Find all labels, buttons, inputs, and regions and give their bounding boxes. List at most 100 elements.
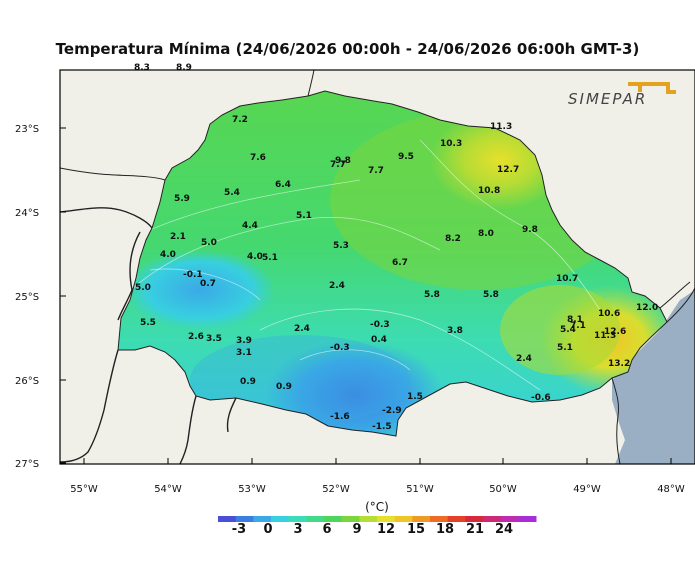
logo-text: SIMEPAR <box>568 90 647 108</box>
station-value: -1.5 <box>372 422 392 432</box>
station-value: -0.6 <box>531 393 551 403</box>
station-value: 9.8 <box>522 225 538 235</box>
colorbar-segment <box>394 516 413 522</box>
station-labels: 8.3 8.9 7.2 9.8 7.7 7.6 7.7 9.5 10.3 11.… <box>134 63 658 432</box>
colorbar-segment <box>324 516 343 522</box>
station-value: 5.8 <box>483 290 499 300</box>
station-value: 2.1 <box>170 232 186 242</box>
station-value: 9.8 <box>335 156 351 166</box>
colorbar-label: 18 <box>436 522 454 537</box>
latitude-axis: 23°S 24°S 25°S 26°S 27°S <box>15 124 66 470</box>
station-value: 5.9 <box>174 194 190 204</box>
colorbar-label: 24 <box>495 522 513 537</box>
colorbar-segment <box>288 516 307 522</box>
station-value: 3.9 <box>236 336 252 346</box>
country-borders <box>60 207 237 464</box>
colorbar-segment <box>271 516 290 522</box>
lon-tick-label: 53°W <box>238 484 266 495</box>
station-value: 5.3 <box>333 241 349 251</box>
station-value: 8.2 <box>445 234 461 244</box>
station-value: -0.1 <box>183 270 203 280</box>
lon-tick-label: 55°W <box>70 484 98 495</box>
colorbar-label: 9 <box>352 522 361 537</box>
lat-tick-label: 26°S <box>15 376 39 387</box>
colorbar-segment <box>430 516 449 522</box>
station-value: 5.5 <box>140 318 156 328</box>
state-border <box>117 90 668 437</box>
station-value: 7.2 <box>232 115 248 125</box>
lat-tick-label: 25°S <box>15 292 39 303</box>
lat-tick-label: 27°S <box>15 459 39 470</box>
station-value: -1.6 <box>330 412 350 422</box>
colorbar-label: 3 <box>293 522 302 537</box>
station-value: 2.4 <box>294 324 310 334</box>
station-value: 4.0 <box>247 252 263 262</box>
colorbar-label: 6 <box>322 522 331 537</box>
colorbar-label: -3 <box>232 522 246 537</box>
station-value: 5.1 <box>557 343 573 353</box>
station-value: 2.4 <box>516 354 532 364</box>
station-value: 8.1 <box>567 315 583 325</box>
colorbar-segment <box>341 516 360 522</box>
lon-tick-label: 51°W <box>406 484 434 495</box>
station-value: 7.7 <box>330 160 346 170</box>
station-value: -0.3 <box>370 320 390 330</box>
station-value: 5.1 <box>262 253 278 263</box>
colorbar-label: 15 <box>407 522 425 537</box>
station-value: 9.5 <box>398 152 414 162</box>
colorbar-segment <box>306 516 325 522</box>
station-value: 7.6 <box>250 153 266 163</box>
station-value: 12.6 <box>604 327 626 337</box>
station-value: 0.9 <box>240 377 256 387</box>
colorbar-segment <box>218 516 237 522</box>
station-value: 10.6 <box>598 309 620 319</box>
station-value: -0.3 <box>330 343 350 353</box>
lon-tick-label: 52°W <box>322 484 350 495</box>
colorbar-label: 0 <box>263 522 272 537</box>
station-value: 5.4 <box>224 188 240 198</box>
station-value: 2.6 <box>188 332 204 342</box>
longitude-axis: 55°W 54°W 53°W 52°W 51°W 50°W 49°W 48°W <box>70 458 685 495</box>
station-value: 0.4 <box>371 335 387 345</box>
station-value: 5.0 <box>135 283 151 293</box>
neighbour-state-borders <box>60 70 695 464</box>
station-value: 5.4 <box>560 325 576 335</box>
lon-tick-label: 49°W <box>573 484 601 495</box>
unit-label: (°C) <box>365 500 389 514</box>
station-value: 0.7 <box>200 279 216 289</box>
station-value: 8.0 <box>478 229 494 239</box>
colorbar-segment <box>412 516 431 522</box>
station-value: 5.8 <box>424 290 440 300</box>
colorbar-segment <box>465 516 484 522</box>
lon-tick-label: 50°W <box>489 484 517 495</box>
colorbar-segment <box>253 516 272 522</box>
station-value: 3.5 <box>206 334 222 344</box>
station-value: 5.1 <box>296 211 312 221</box>
simepar-logo: SIMEPAR <box>568 82 676 108</box>
station-value: 5.0 <box>201 238 217 248</box>
station-value: 6.4 <box>275 180 291 190</box>
station-value: 0.9 <box>276 382 292 392</box>
station-value: 12.7 <box>497 165 519 175</box>
station-value: 1.5 <box>407 392 423 402</box>
colorbar <box>218 516 537 522</box>
station-value: 8.9 <box>176 63 192 73</box>
station-value: 4.0 <box>160 250 176 260</box>
station-value: 11.3 <box>594 331 616 341</box>
station-value: 10.8 <box>478 186 500 196</box>
station-value: 3.1 <box>236 348 252 358</box>
ocean <box>612 290 695 464</box>
map-area <box>60 70 695 464</box>
station-value: 2.4 <box>329 281 345 291</box>
colorbar-segment <box>359 516 378 522</box>
station-value: 3.8 <box>447 326 463 336</box>
map-title: Temperatura Mínima (24/06/2026 00:00h - … <box>55 40 640 58</box>
station-value: 6.7 <box>392 258 408 268</box>
colorbar-segment <box>483 516 502 522</box>
colorbar-label: 21 <box>466 522 484 537</box>
lon-tick-label: 48°W <box>657 484 685 495</box>
station-value: 12.0 <box>636 303 658 313</box>
station-value: 13.2 <box>608 359 630 369</box>
station-value: 8.3 <box>134 63 150 73</box>
